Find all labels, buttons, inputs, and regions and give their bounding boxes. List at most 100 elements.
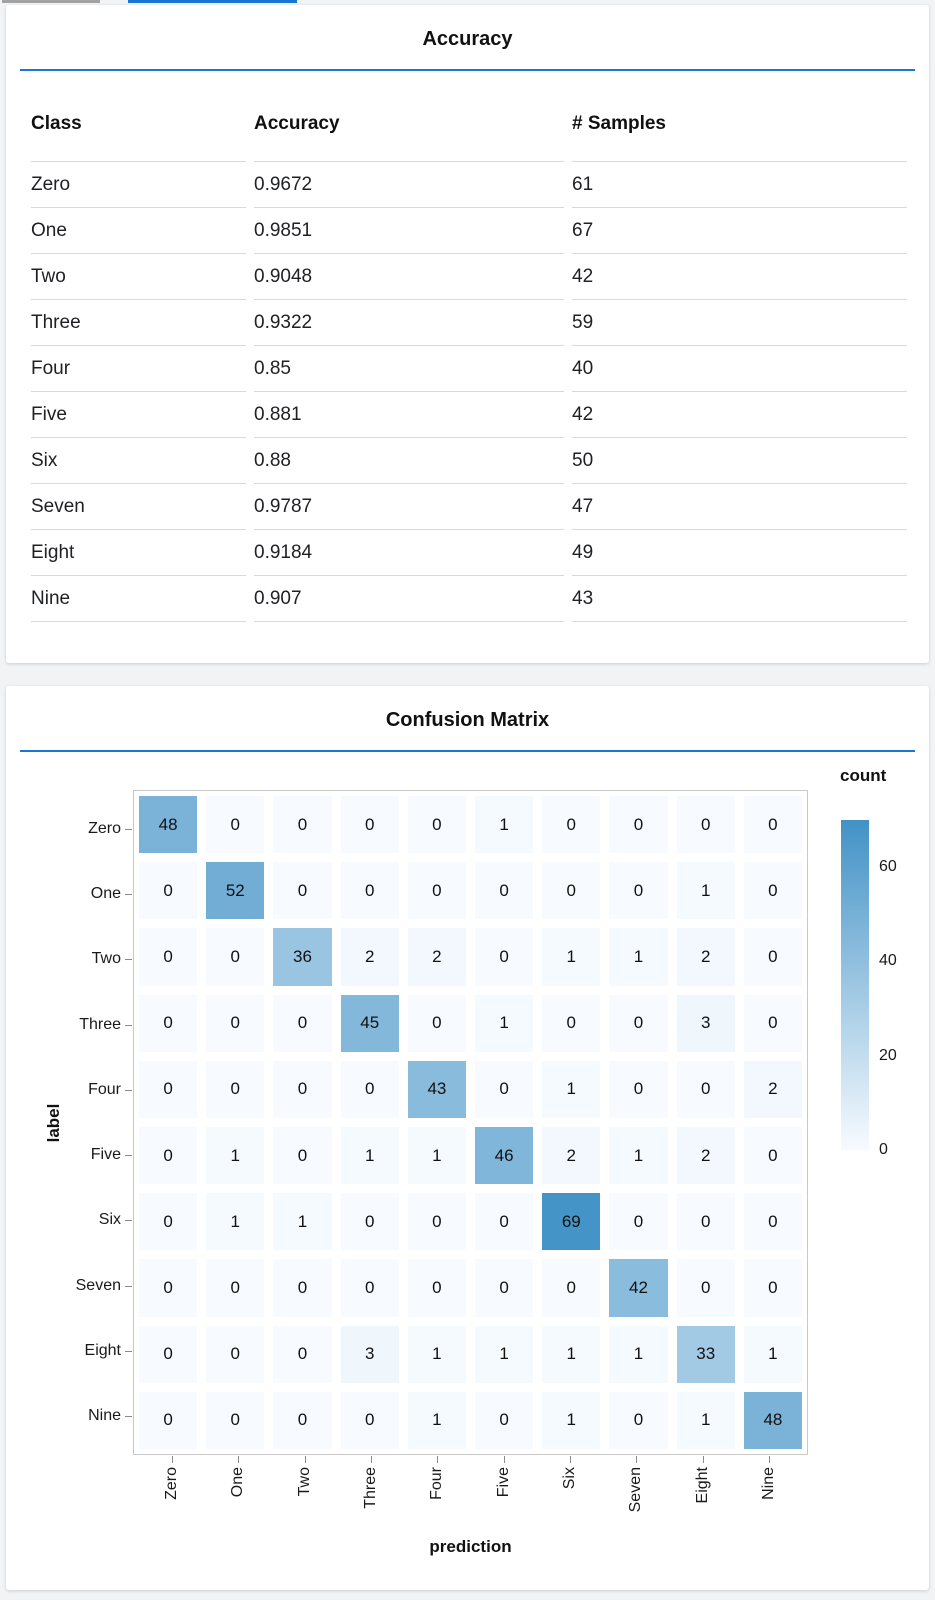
heatmap-cell-seven-four: 0 [407, 1259, 466, 1317]
accuracy-table: Class Accuracy # Samples Zero 0.9672 61 One… [31, 71, 907, 622]
accuracy-cell-r1-c2: 67 [572, 208, 907, 254]
x-axis-label-one: One [229, 1467, 247, 1498]
heatmap-cell-nine-three: 0 [340, 1391, 399, 1449]
heatmap-cell-nine-six: 1 [542, 1391, 601, 1449]
confusion-matrix-card: Confusion Matrix 48 0 0 0 0 1 0 0 0 0 0 52 0 0 0 0 0 0 1 0 0… [6, 686, 929, 1590]
accuracy-cell-r8-c2: 49 [572, 530, 907, 576]
heatmap-cell-seven-zero: 0 [139, 1259, 198, 1317]
heatmap-cell-three-seven: 0 [609, 994, 668, 1052]
accuracy-cell-r3-c0: Three [31, 300, 246, 346]
y-axis-label-nine: Nine [88, 1407, 121, 1425]
accuracy-cell-r4-c0: Four [31, 346, 246, 392]
accuracy-cell-r4-c1: 0.85 [254, 346, 564, 392]
heatmap-cell-eight-one: 0 [206, 1325, 265, 1383]
accuracy-cell-r5-c0: Five [31, 392, 246, 438]
heatmap-cell-nine-eight: 1 [676, 1391, 735, 1449]
heatmap-cell-four-three: 0 [340, 1060, 399, 1118]
y-axis-label-six: Six [98, 1211, 121, 1229]
y-axis-tick [125, 1089, 132, 1091]
heatmap-cell-two-nine: 0 [743, 928, 802, 986]
y-axis-tick [125, 959, 132, 961]
heatmap-cell-one-eight: 1 [676, 862, 735, 920]
heatmap-cell-two-seven: 1 [609, 928, 668, 986]
x-axis-label-six: Six [560, 1467, 578, 1490]
x-axis-tick [569, 1456, 571, 1463]
y-axis-label-one: One [90, 884, 121, 902]
x-axis-tick [768, 1456, 770, 1463]
x-axis-tick [636, 1456, 638, 1463]
confusion-matrix-card-title: Confusion Matrix [385, 709, 550, 731]
accuracy-cell-r2-c1: 0.9048 [254, 254, 564, 300]
heatmap-cell-four-eight: 0 [676, 1060, 735, 1118]
heatmap-cell-eight-two: 0 [273, 1325, 332, 1383]
x-axis-label-five: Five [494, 1467, 512, 1498]
accuracy-cell-r9-c1: 0.907 [254, 576, 564, 622]
legend-tick-20: 20 [879, 1046, 897, 1064]
heatmap-cell-two-zero: 0 [139, 928, 198, 986]
y-axis-label-five: Five [90, 1146, 121, 1164]
heatmap-cell-four-zero: 0 [139, 1060, 198, 1118]
legend-gradient-bar [841, 820, 869, 1150]
heatmap-cell-six-zero: 0 [139, 1193, 198, 1251]
heatmap-cell-five-six: 2 [542, 1127, 601, 1185]
accuracy-col-header-class: Class [31, 71, 246, 162]
y-axis-title: label [44, 1103, 63, 1142]
heatmap-cell-five-three: 1 [340, 1127, 399, 1185]
heatmap-cell-four-four: 43 [407, 1060, 466, 1118]
heatmap-cell-zero-one: 0 [206, 796, 265, 854]
accuracy-cell-r2-c0: Two [31, 254, 246, 300]
accuracy-cell-r6-c1: 0.88 [254, 438, 564, 484]
heatmap-cell-three-six: 0 [542, 994, 601, 1052]
y-axis-tick [125, 1155, 132, 1157]
heatmap-cell-three-four: 0 [407, 994, 466, 1052]
accuracy-cell-r7-c0: Seven [31, 484, 246, 530]
y-axis-label-zero: Zero [88, 819, 121, 837]
heatmap-cell-seven-five: 0 [475, 1259, 534, 1317]
heatmap-cell-eight-eight: 33 [676, 1325, 735, 1383]
tab-indicator-active[interactable] [128, 0, 297, 3]
heatmap-cell-nine-one: 0 [206, 1391, 265, 1449]
heatmap-cell-six-four: 0 [407, 1193, 466, 1251]
accuracy-cell-r3-c2: 59 [572, 300, 907, 346]
heatmap-cell-one-one: 52 [206, 862, 265, 920]
heatmap-cell-zero-six: 0 [542, 796, 601, 854]
accuracy-cell-r3-c1: 0.9322 [254, 300, 564, 346]
accuracy-cell-r6-c2: 50 [572, 438, 907, 484]
heatmap-cell-eight-three: 3 [340, 1325, 399, 1383]
y-axis-tick [125, 1351, 132, 1353]
heatmap-cell-three-nine: 0 [743, 994, 802, 1052]
heatmap-cell-seven-six: 0 [542, 1259, 601, 1317]
heatmap-cell-one-three: 0 [340, 862, 399, 920]
x-axis-tick [304, 1456, 306, 1463]
heatmap-cell-two-five: 0 [475, 928, 534, 986]
heatmap-cell-three-one: 0 [206, 994, 265, 1052]
heatmap-cell-eight-zero: 0 [139, 1325, 198, 1383]
heatmap-cell-three-zero: 0 [139, 994, 198, 1052]
heatmap-cell-one-seven: 0 [609, 862, 668, 920]
y-axis-tick [125, 1220, 132, 1222]
heatmap-cell-zero-two: 0 [273, 796, 332, 854]
y-axis-label-two: Two [91, 950, 121, 968]
heatmap-cell-one-nine: 0 [743, 862, 802, 920]
tab-indicator-inactive[interactable] [2, 0, 100, 3]
heatmap-cell-nine-two: 0 [273, 1391, 332, 1449]
accuracy-cell-r5-c1: 0.881 [254, 392, 564, 438]
heatmap-cell-one-four: 0 [407, 862, 466, 920]
heatmap-cell-one-zero: 0 [139, 862, 198, 920]
accuracy-cell-r6-c0: Six [31, 438, 246, 484]
heatmap-cell-six-nine: 0 [743, 1193, 802, 1251]
y-axis-tick [125, 1285, 132, 1287]
y-axis-label-eight: Eight [84, 1342, 121, 1360]
accuracy-cell-r8-c0: Eight [31, 530, 246, 576]
heatmap-cell-seven-one: 0 [206, 1259, 265, 1317]
heatmap-cell-zero-four: 0 [407, 796, 466, 854]
heatmap-cell-eight-four: 1 [407, 1325, 466, 1383]
x-axis-tick [437, 1456, 439, 1463]
heatmap-cell-nine-zero: 0 [139, 1391, 198, 1449]
legend-tick-60: 60 [879, 858, 897, 876]
x-axis-label-two: Two [295, 1467, 313, 1497]
heatmap-cell-seven-seven: 42 [609, 1259, 668, 1317]
heatmap-cell-four-nine: 2 [743, 1060, 802, 1118]
heatmap-cell-zero-seven: 0 [609, 796, 668, 854]
accuracy-cell-r4-c2: 40 [572, 346, 907, 392]
